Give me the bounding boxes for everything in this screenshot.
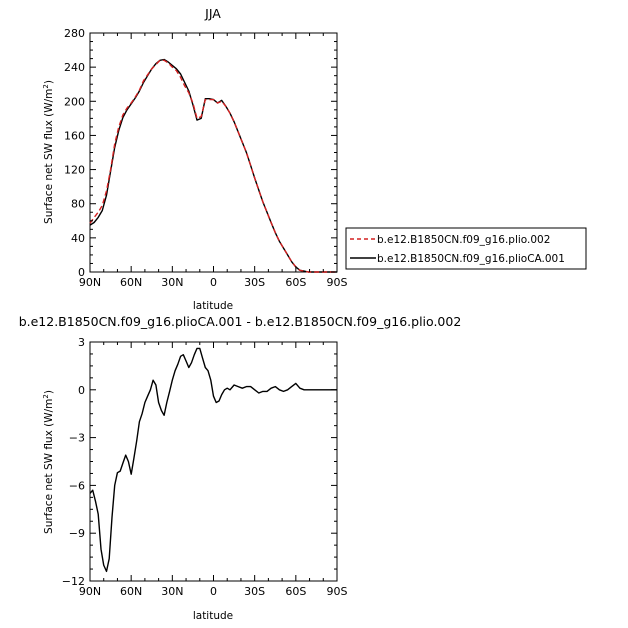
y-axis-label-text: Surface net SW flux (W/m — [43, 399, 55, 534]
y-tick-label: −6 — [69, 479, 85, 492]
plot-border — [89, 341, 338, 582]
y-tick-label: 160 — [64, 129, 85, 142]
y-axis-label-sup: 2 — [42, 394, 50, 398]
x-tick-label: 90N — [79, 585, 101, 598]
axes: 90N 60N 30N 0 30S 60S 90S −12 −9 −6 −3 0 3 — [62, 336, 348, 598]
legend-label-plio: b.e12.B1850CN.f09_g16.plio.002 — [377, 234, 550, 246]
y-tick-label: −12 — [62, 575, 85, 588]
x-tick-label: 60N — [120, 276, 142, 289]
y-axis-label-close: ) — [43, 80, 55, 84]
series-line-plio-002 — [89, 59, 337, 273]
y-axis-label: Surface net SW flux (W/m2) — [42, 80, 55, 224]
plot-border — [89, 32, 338, 273]
y-tick-label: 80 — [71, 198, 85, 211]
y-tick-label: 0 — [78, 384, 85, 397]
y-axis-label: Surface net SW flux (W/m2) — [42, 390, 55, 534]
x-tick-label: 0 — [210, 276, 217, 289]
x-axis-label: latitude — [193, 300, 233, 312]
y-tick-label: −9 — [69, 527, 85, 540]
x-tick-label: 60N — [120, 585, 142, 598]
x-tick-label: 90N — [79, 276, 101, 289]
panel-jja: JJA 90N 60N 30N 0 30S 60S 90S 0 40 80 120 160 200 240… — [42, 6, 587, 312]
x-tick-label: 60S — [285, 276, 306, 289]
series-lines — [89, 58, 337, 273]
series-line-plioCA-001 — [89, 58, 337, 273]
legend-label-plioca: b.e12.B1850CN.f09_g16.plioCA.001 — [377, 253, 565, 265]
x-tick-label: 60S — [285, 585, 306, 598]
y-tick-label: 40 — [71, 232, 85, 245]
y-tick-label: 280 — [64, 27, 85, 40]
x-axis-label: latitude — [193, 610, 233, 622]
x-tick-label: 30N — [161, 276, 183, 289]
y-axis-label-text: Surface net SW flux (W/m — [43, 89, 55, 224]
y-tick-label: 3 — [78, 336, 85, 349]
series-lines — [89, 347, 337, 573]
panel-difference: b.e12.B1850CN.f09_g16.plioCA.001 - b.e12… — [19, 314, 462, 622]
x-tick-label: 30S — [244, 276, 265, 289]
legend: b.e12.B1850CN.f09_g16.plio.002 b.e12.B18… — [345, 227, 587, 270]
plot-frame — [89, 32, 338, 273]
series-line-difference — [89, 347, 337, 573]
y-tick-label: 0 — [78, 266, 85, 279]
plot-frame — [89, 341, 338, 582]
x-tick-label: 90S — [327, 276, 348, 289]
x-tick-label: 30N — [161, 585, 183, 598]
x-tick-label: 0 — [210, 585, 217, 598]
y-tick-label: −3 — [69, 432, 85, 445]
axes: 90N 60N 30N 0 30S 60S 90S 0 40 80 120 160 200 240 280 — [64, 27, 348, 289]
chart-title: JJA — [204, 6, 221, 21]
y-axis-label-close: ) — [43, 390, 55, 394]
y-axis-label-sup: 2 — [42, 84, 50, 88]
x-tick-label: 90S — [327, 585, 348, 598]
x-tick-label: 30S — [244, 585, 265, 598]
y-tick-label: 120 — [64, 164, 85, 177]
chart-title-difference: b.e12.B1850CN.f09_g16.plioCA.001 - b.e12… — [19, 314, 462, 329]
y-tick-label: 240 — [64, 61, 85, 74]
y-tick-label: 200 — [64, 95, 85, 108]
legend-box — [345, 227, 587, 270]
